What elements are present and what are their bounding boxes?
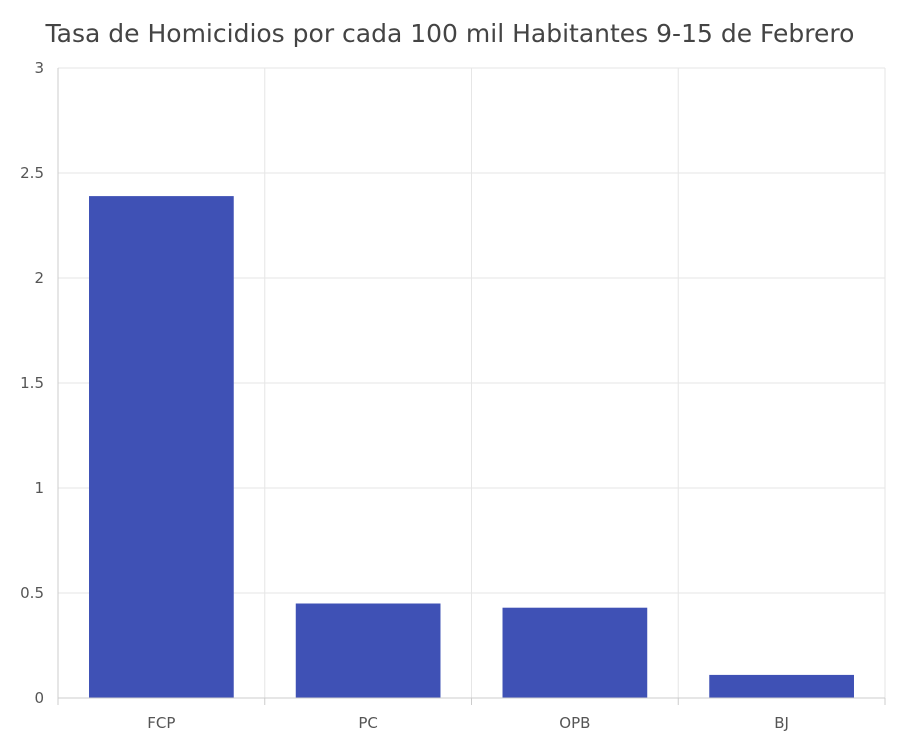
x-tick-label: FCP <box>147 714 175 732</box>
bar-bj <box>709 674 854 698</box>
y-tick-label: 1.5 <box>20 374 44 392</box>
y-tick-label: 0.5 <box>20 584 44 602</box>
y-tick-label: 3 <box>34 59 44 77</box>
bar-pc <box>295 603 441 698</box>
bars <box>89 196 854 698</box>
y-tick-label: 1 <box>34 479 44 497</box>
tick-labels: 0 0.5 1 1.5 2 2.5 3 FCP PC OPB BJ <box>20 59 789 732</box>
x-tick-label: BJ <box>774 714 789 732</box>
bar-opb <box>502 607 648 698</box>
x-tick-label: PC <box>358 714 378 732</box>
bar-fcp <box>89 196 234 698</box>
x-tick-label: OPB <box>559 714 590 732</box>
chart-title: Tasa de Homicidios por cada 100 mil Habi… <box>45 19 855 48</box>
axes <box>57 68 886 705</box>
y-tick-label: 2.5 <box>20 164 44 182</box>
y-tick-label: 2 <box>34 269 44 287</box>
y-tick-label: 0 <box>34 689 44 707</box>
